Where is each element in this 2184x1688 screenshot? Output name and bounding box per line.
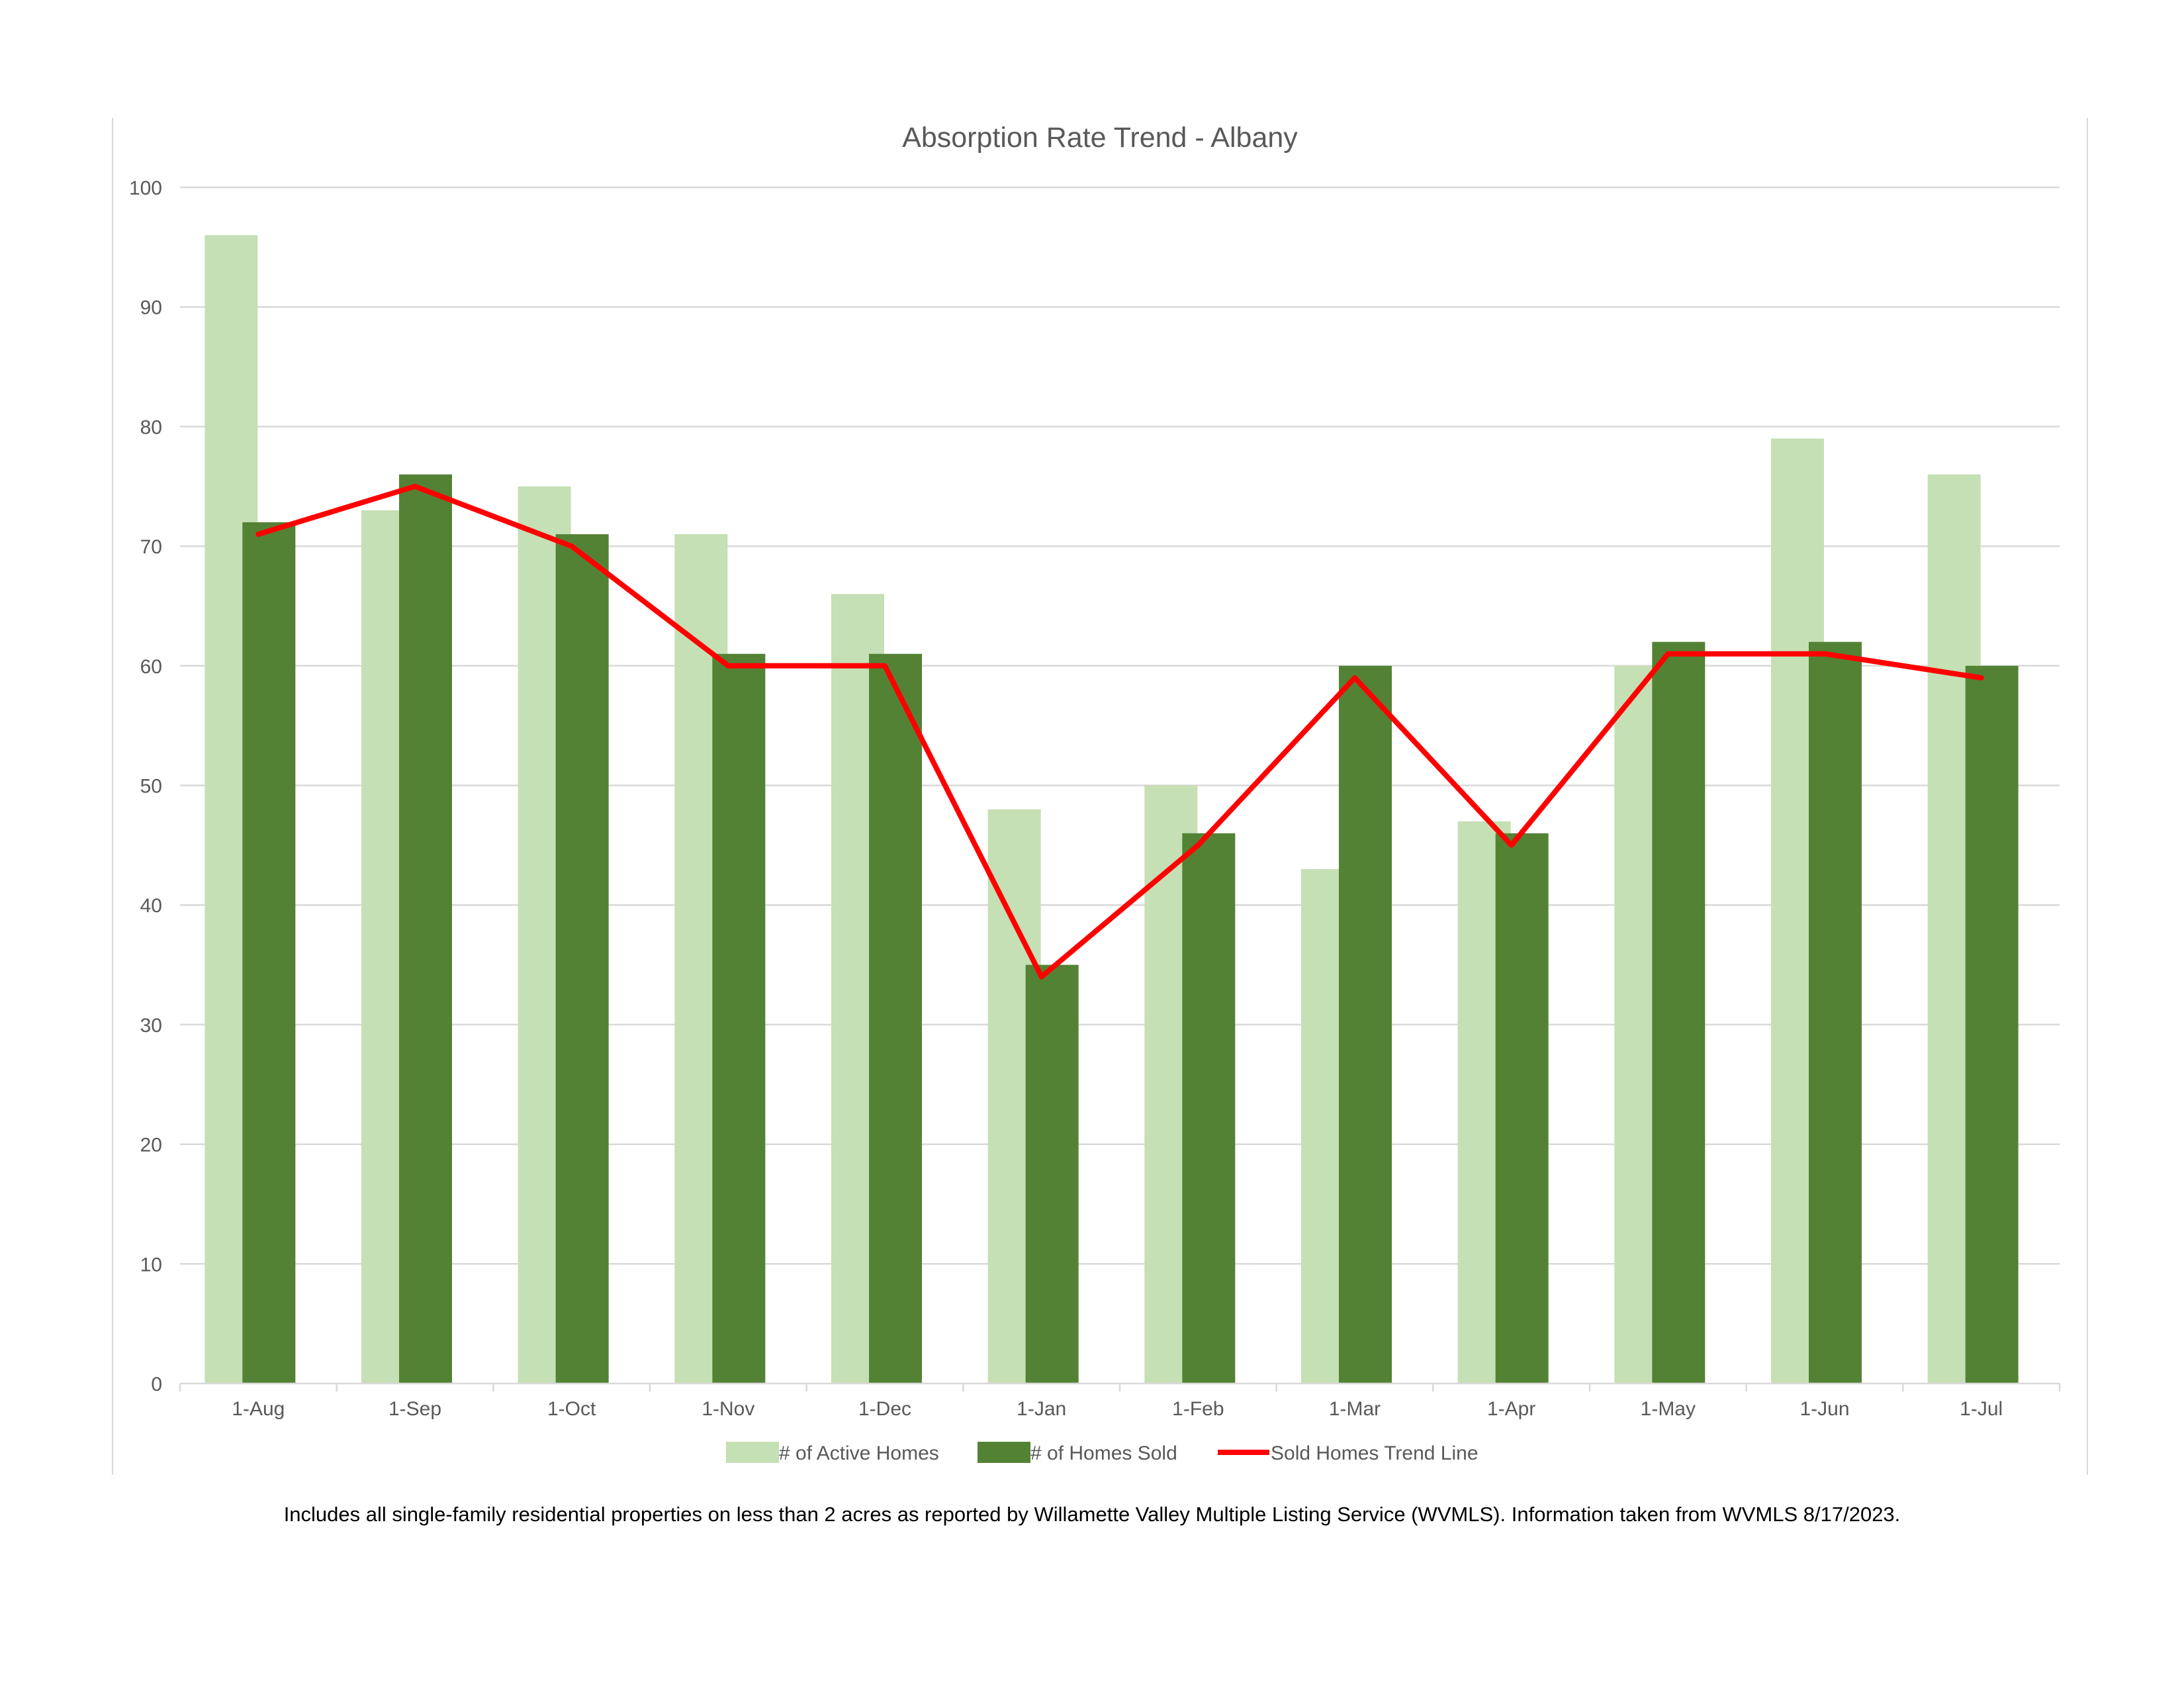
sold-homes-trend-line [255,483,1984,980]
bars [205,235,2019,1384]
x-tick-label: 1-Nov [702,1398,754,1420]
y-tick-label: 90 [140,297,162,319]
bar-homes-sold [1652,641,1706,1384]
bar-homes-sold [1182,833,1236,1383]
y-tick-label: 70 [140,536,162,558]
x-tick-label: 1-Jul [1960,1398,2003,1420]
bar-homes-sold [242,522,296,1384]
y-tick-label: 60 [140,656,162,678]
legend-homes-sold-label: # of Homes Sold [1030,1442,1177,1464]
legend-homes-sold-swatch [978,1442,1030,1463]
legend-active-homes-swatch [726,1442,779,1463]
bar-homes-sold [1339,665,1392,1383]
footnote: Includes all single-family residential p… [283,1503,1901,1526]
x-tick-label: 1-Oct [547,1398,596,1420]
x-tick-label: 1-Feb [1172,1398,1224,1420]
x-tick-label: 1-Apr [1487,1398,1535,1420]
x-tick-label: 1-Aug [232,1398,285,1420]
gridlines [180,186,2060,1265]
legend: # of Active Homes # of Homes Sold Sold Hom… [726,1442,1479,1464]
bar-homes-sold [869,653,922,1383]
legend-active-homes-label: # of Active Homes [779,1442,939,1464]
y-tick-label: 0 [151,1374,162,1395]
y-tick-label: 100 [129,177,162,199]
x-tick-label: 1-Jun [1799,1398,1849,1420]
legend-trend-line-label: Sold Homes Trend Line [1271,1442,1479,1464]
bar-homes-sold [1495,833,1549,1383]
y-tick-label: 30 [140,1015,162,1037]
trend-line-layer [255,483,1984,980]
chart-title: Absorption Rate Trend - Albany [902,122,1298,154]
bar-homes-sold [555,534,609,1383]
y-tick-label: 80 [140,416,162,438]
x-tick-label: 1-Jan [1017,1398,1066,1420]
y-tick-label: 50 [140,776,162,798]
bar-homes-sold [1809,641,1862,1384]
bar-homes-sold [712,653,766,1383]
x-axis: 1-Aug 1-Sep 1-Oct 1-Nov 1-Dec 1-Jan 1-Feb 1-Mar… [179,1382,2061,1420]
y-axis-tick-labels: 0 10 20 30 40 50 60 70 80 90 100 [129,177,162,1395]
x-tick-label: 1-Sep [388,1398,441,1420]
bar-homes-sold [1965,665,2019,1383]
y-tick-label: 10 [140,1254,162,1276]
x-tick-label: 1-Mar [1329,1398,1381,1420]
bar-homes-sold [399,474,452,1384]
x-tick-label: 1-Dec [858,1398,911,1420]
y-tick-label: 20 [140,1135,162,1156]
y-tick-label: 40 [140,895,162,917]
bar-homes-sold [1025,964,1079,1383]
x-tick-label: 1-May [1641,1398,1696,1420]
